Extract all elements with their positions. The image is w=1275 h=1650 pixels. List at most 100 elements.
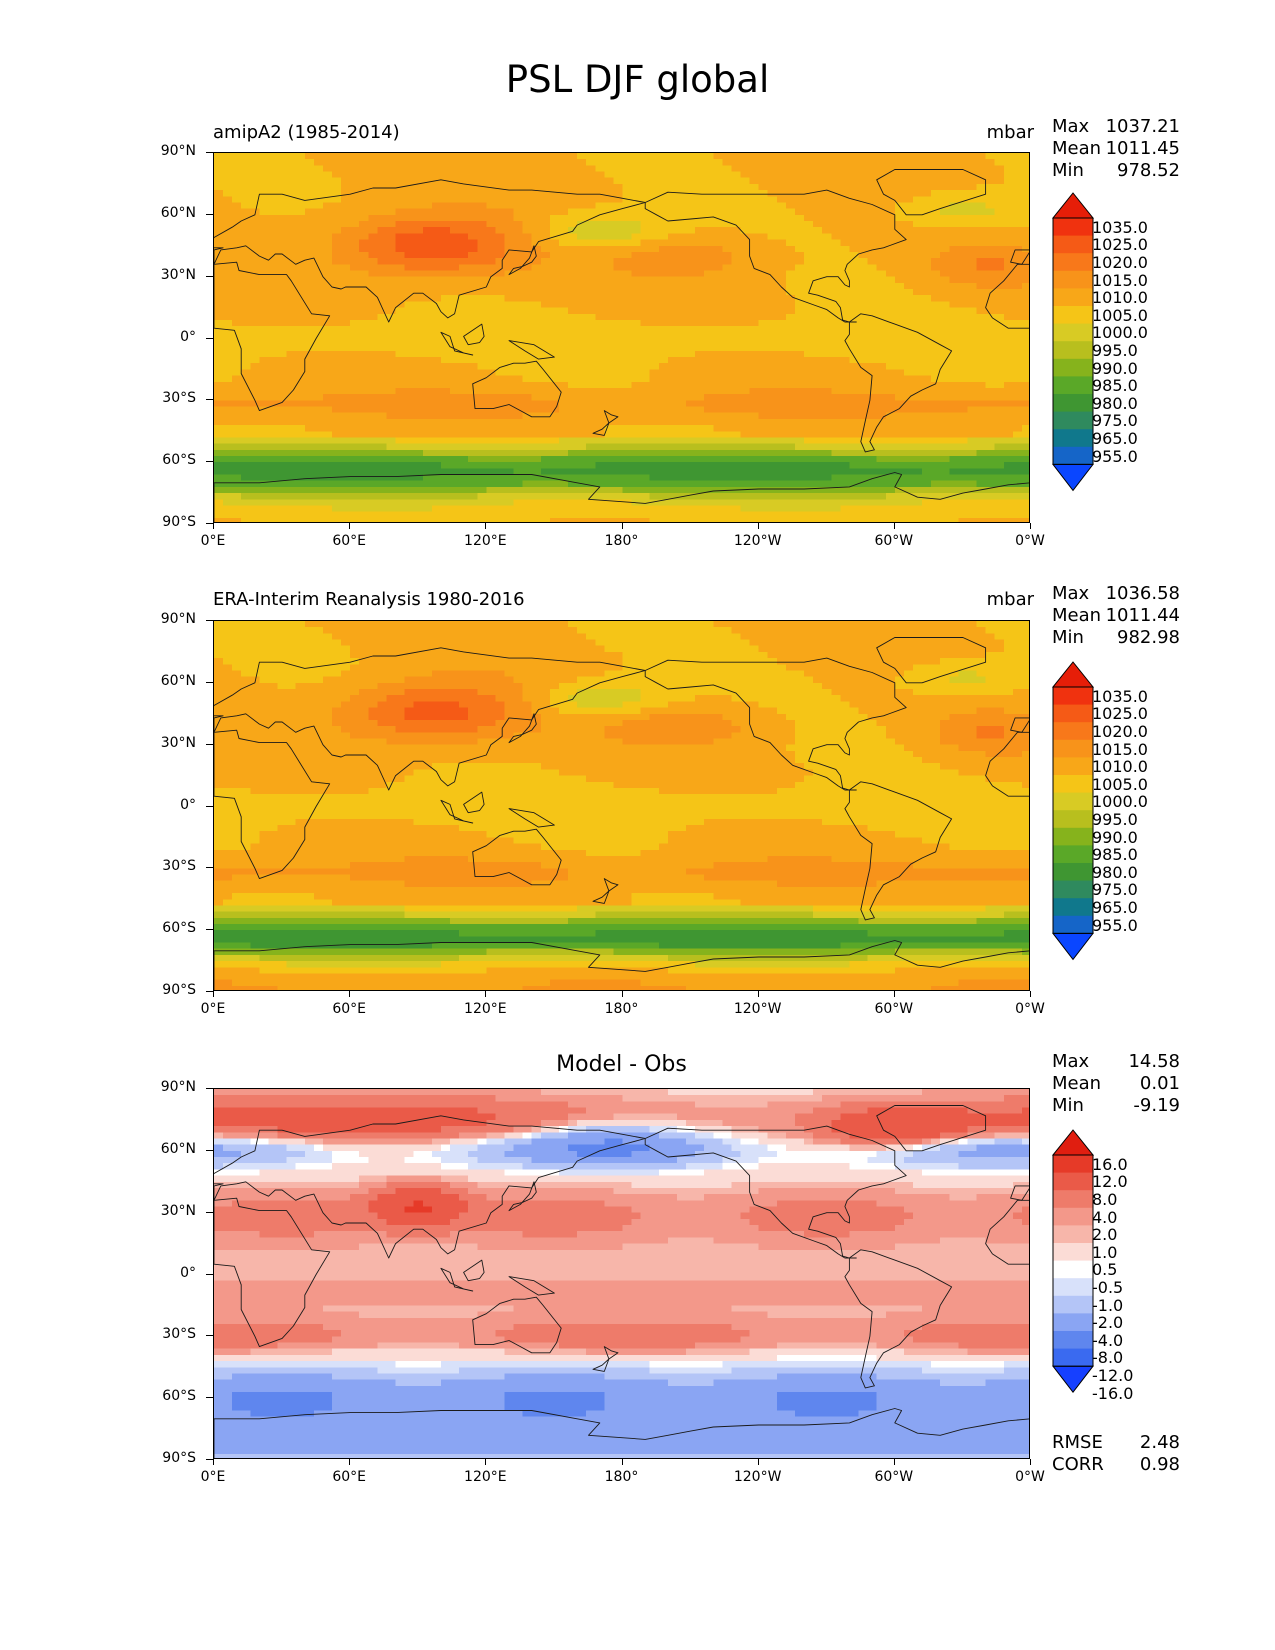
field-cell xyxy=(885,183,896,191)
field-cell xyxy=(722,344,733,352)
field-cell xyxy=(822,258,832,265)
field-cell xyxy=(922,455,932,463)
field-cell xyxy=(568,437,578,445)
field-cell xyxy=(640,276,651,284)
field-cell xyxy=(813,400,823,408)
field-cell xyxy=(1021,394,1029,401)
field-cell xyxy=(486,381,497,389)
field-cell xyxy=(486,245,497,253)
field-cell xyxy=(295,313,306,321)
field-cell xyxy=(749,474,760,482)
field-cell xyxy=(922,183,932,191)
field-cell xyxy=(313,350,324,358)
field-cell xyxy=(540,171,551,179)
field-cell xyxy=(767,344,778,352)
field-cell xyxy=(967,387,978,395)
field-cell xyxy=(776,239,787,247)
field-cell xyxy=(295,357,306,364)
field-cell xyxy=(894,425,905,432)
field-cell xyxy=(867,295,878,302)
field-cell xyxy=(350,412,360,420)
field-cell xyxy=(558,418,569,426)
field-cell xyxy=(794,369,805,377)
field-cell xyxy=(622,165,633,173)
field-cell xyxy=(341,425,351,432)
field-cell xyxy=(1012,326,1023,333)
field-cell xyxy=(558,406,569,414)
field-cell xyxy=(885,344,896,352)
field-cell xyxy=(940,307,950,315)
field-cell xyxy=(332,159,342,166)
field-cell xyxy=(495,183,506,191)
field-cell xyxy=(214,394,224,401)
field-cell xyxy=(359,270,369,278)
field-cell xyxy=(740,289,751,296)
field-cell xyxy=(350,171,360,179)
field-cell xyxy=(704,307,714,315)
field-cell xyxy=(295,326,306,333)
field-cell xyxy=(686,431,696,439)
field-cell xyxy=(268,301,279,309)
field-cell xyxy=(486,214,497,222)
field-cell xyxy=(604,338,615,346)
field-cell xyxy=(658,233,669,241)
field-cell xyxy=(813,326,823,333)
field-cell xyxy=(649,412,660,420)
field-cell xyxy=(549,307,560,315)
field-cell xyxy=(486,319,497,327)
field-cell xyxy=(640,350,651,358)
field-cell xyxy=(440,153,451,160)
field-cell xyxy=(395,282,406,290)
field-cell xyxy=(431,431,442,439)
field-cell xyxy=(1012,375,1023,383)
field-cell xyxy=(431,344,442,352)
field-cell xyxy=(776,245,787,253)
field-cell xyxy=(341,270,351,278)
field-cell xyxy=(912,214,923,222)
field-cell xyxy=(450,165,460,173)
field-cell xyxy=(313,418,324,426)
field-cell xyxy=(395,245,406,253)
field-cell xyxy=(459,233,469,241)
field-cell xyxy=(867,233,878,241)
field-cell xyxy=(1021,486,1029,494)
field-cell xyxy=(922,251,932,259)
field-cell xyxy=(522,431,533,439)
field-cell xyxy=(341,449,351,457)
field-cell xyxy=(395,332,406,340)
field-cell xyxy=(450,493,460,500)
field-cell xyxy=(504,455,515,463)
field-cell xyxy=(232,486,242,494)
field-cell xyxy=(976,289,987,296)
field-cell xyxy=(695,307,705,315)
field-cell xyxy=(731,443,742,451)
field-cell xyxy=(849,153,860,160)
field-cell xyxy=(931,375,941,383)
field-cell xyxy=(332,251,342,259)
map-test xyxy=(213,152,1030,523)
field-cell xyxy=(640,307,651,315)
field-cell xyxy=(985,387,996,395)
field-cell xyxy=(813,301,823,309)
field-cell xyxy=(595,381,605,389)
field-cell xyxy=(223,486,233,494)
field-cell xyxy=(386,437,397,445)
field-cell xyxy=(985,171,996,179)
field-cell xyxy=(931,313,941,321)
field-cell xyxy=(813,462,823,469)
field-cell xyxy=(586,276,596,284)
field-cell xyxy=(413,289,424,296)
field-cell xyxy=(522,171,533,179)
field-cell xyxy=(740,437,751,445)
field-cell xyxy=(912,406,923,414)
field-cell xyxy=(513,369,524,377)
field-cell xyxy=(713,221,723,228)
field-cell xyxy=(486,165,497,173)
field-cell xyxy=(250,165,260,173)
field-cell xyxy=(522,233,533,241)
field-cell xyxy=(368,338,378,346)
field-cell xyxy=(404,196,415,204)
field-cell xyxy=(359,493,369,500)
field-cell xyxy=(577,375,587,383)
field-cell xyxy=(967,165,978,173)
